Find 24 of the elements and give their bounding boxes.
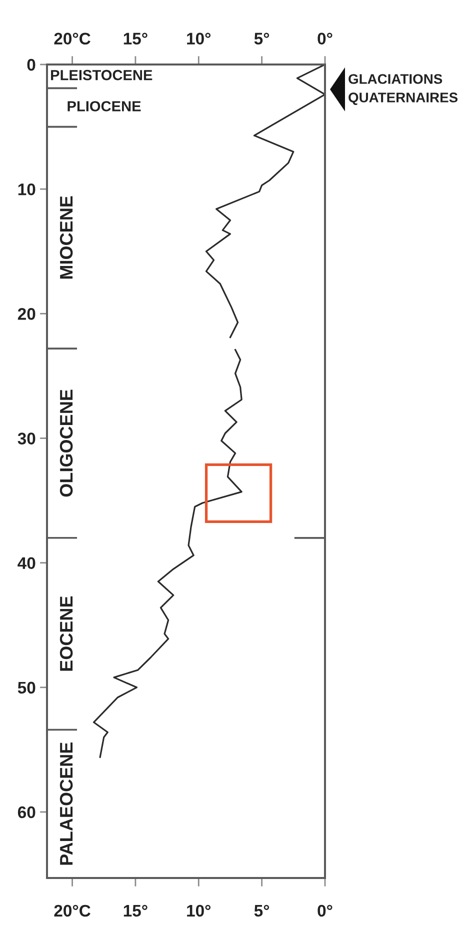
y-tick-label: 40 [18, 557, 36, 570]
x2-tick-label: 5° [254, 904, 270, 917]
annotation: PALAEOCENE [60, 742, 73, 865]
x-tick-label: 10° [187, 32, 211, 45]
x2-tick-label: 0° [318, 904, 332, 917]
annotation: EOCENE [60, 596, 73, 671]
x-tick-label: 0° [318, 32, 332, 45]
annotation: OLIGOCENE [60, 390, 73, 497]
y-tick-label: 20 [18, 308, 36, 320]
y-tick-label: 50 [18, 682, 36, 694]
y-tick-label: 30 [18, 432, 36, 444]
x2-tick-label: 15° [124, 904, 148, 917]
y-tick-label: 10 [18, 183, 36, 196]
y-tick-label: 60 [18, 806, 36, 818]
x-tick-label: 15° [124, 32, 148, 45]
y-tick-label: 0 [27, 58, 36, 71]
x-tick-label: 20°C [54, 32, 90, 45]
annotation: GLACIATIONS QUATERNAIRES [348, 74, 458, 105]
x2-tick-label: 20°C [54, 904, 90, 917]
annotation: PLEISTOCENE [51, 70, 152, 80]
x-tick-label: 5° [254, 32, 270, 45]
x2-tick-label: 10° [187, 904, 211, 917]
annotation: PLIOCENE [68, 101, 141, 112]
annotation: MIOCENE [60, 196, 73, 279]
